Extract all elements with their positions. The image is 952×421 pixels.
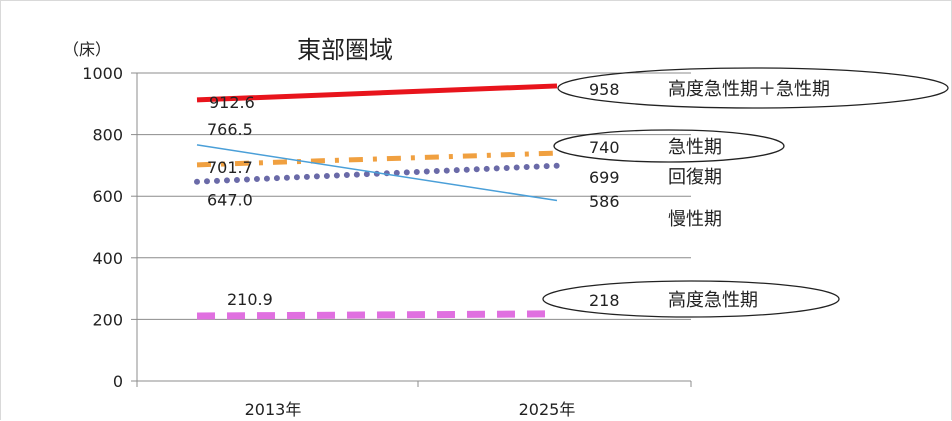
series-name-label-0: 高度急性期＋急性期 xyxy=(668,79,830,100)
y-tick-label-200: 200 xyxy=(92,310,123,329)
start-value-label-4: 210.9 xyxy=(227,290,273,309)
series-lines xyxy=(194,83,560,320)
y-tick-label-800: 800 xyxy=(92,126,123,145)
series-line-2 xyxy=(194,162,560,185)
y-axis-unit-label: （床） xyxy=(63,40,111,59)
x-tick-label-0: 2013年 xyxy=(245,400,302,419)
axes: 0 200 400 600 800 1000 2013年 2025年 xyxy=(82,64,692,419)
y-tick-label-1000: 1000 xyxy=(82,64,123,83)
callout-ellipse-0 xyxy=(557,67,949,109)
end-value-label-3: 586 xyxy=(589,192,620,211)
series-line-3 xyxy=(196,144,558,202)
callout-ellipse-4 xyxy=(542,280,840,318)
start-value-label-1: 701.7 xyxy=(207,158,253,177)
series-line-0 xyxy=(196,83,558,103)
callout-ellipse-1 xyxy=(553,129,785,163)
x-tick-label-1: 2025年 xyxy=(519,400,576,419)
chart-title: 東部圏域 xyxy=(297,36,393,64)
start-value-label-2: 647.0 xyxy=(207,191,253,210)
end-value-label-2: 699 xyxy=(589,168,620,187)
series-name-label-1: 急性期 xyxy=(668,137,722,158)
y-tick-label-400: 400 xyxy=(92,249,123,268)
series-name-label-2: 回復期 xyxy=(668,167,722,188)
gridlines xyxy=(137,72,691,320)
series-line-4 xyxy=(196,310,558,320)
series-name-label-4: 高度急性期 xyxy=(668,290,758,311)
start-value-label-3: 766.5 xyxy=(207,120,253,139)
y-tick-label-0: 0 xyxy=(113,372,123,391)
end-value-label-4: 218 xyxy=(589,291,620,310)
end-value-label-0: 958 xyxy=(589,80,620,99)
end-value-label-1: 740 xyxy=(589,138,620,157)
start-value-label-0: 912.6 xyxy=(209,93,255,112)
y-tick-label-600: 600 xyxy=(92,187,123,206)
labels: 912.6 958 高度急性期＋急性期 701.7 740 急性期 647.0 699 回復期 7… xyxy=(207,67,949,318)
series-name-label-3: 慢性期 xyxy=(668,209,722,230)
